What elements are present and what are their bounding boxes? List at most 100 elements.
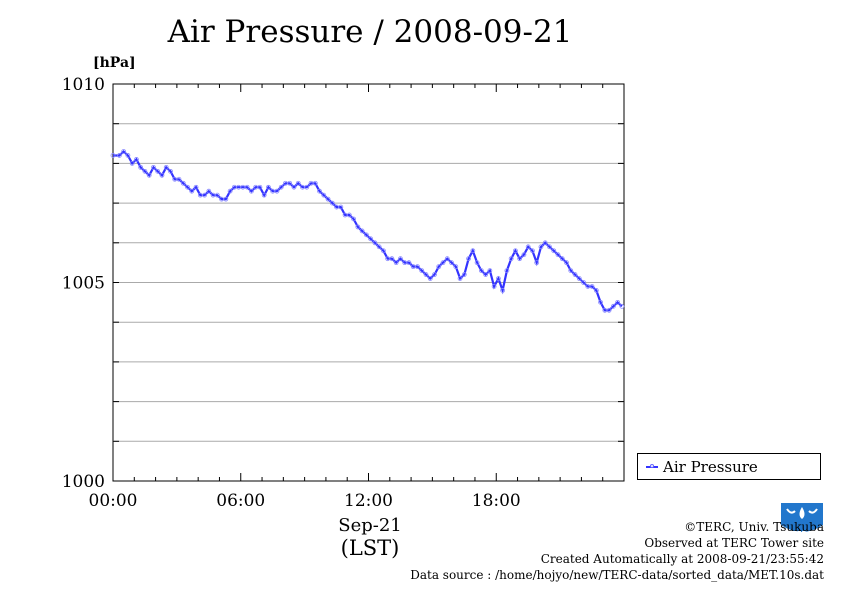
chart-title: Air Pressure / 2008-09-21 — [167, 14, 573, 50]
data-point — [202, 192, 207, 198]
data-point — [244, 184, 250, 190]
data-point — [406, 260, 412, 266]
data-point — [287, 180, 293, 186]
data-point — [483, 272, 489, 277]
data-point — [329, 200, 335, 206]
data-point — [517, 256, 523, 262]
data-point — [180, 180, 186, 186]
data-point — [125, 153, 131, 158]
data-point — [474, 260, 480, 266]
data-point — [449, 260, 454, 266]
data-point — [534, 260, 540, 266]
y-tick-label: 1010 — [62, 75, 105, 95]
y-tick-label: 1005 — [62, 274, 105, 294]
data-point — [291, 184, 297, 190]
data-point — [176, 176, 182, 182]
data-point — [214, 192, 220, 198]
data-point — [432, 272, 437, 277]
data-point — [134, 157, 139, 162]
data-point — [606, 307, 612, 313]
terc-logo — [781, 503, 823, 532]
data-point — [321, 192, 327, 198]
data-point — [619, 303, 625, 309]
data-point — [491, 284, 497, 289]
data-point — [372, 240, 378, 246]
data-point — [495, 276, 501, 281]
data-point — [500, 288, 506, 293]
x-tick-label: 00:00 — [89, 491, 138, 511]
data-point — [555, 252, 561, 258]
data-point — [295, 180, 301, 186]
data-point — [521, 252, 527, 258]
data-point — [389, 256, 395, 262]
data-point — [478, 268, 484, 273]
legend-label: Air Pressure — [663, 457, 758, 476]
data-point — [168, 168, 173, 174]
data-point — [581, 280, 586, 285]
data-point — [453, 264, 459, 270]
data-point — [444, 256, 450, 262]
data-point — [551, 248, 557, 254]
data-point — [248, 188, 254, 194]
data-point — [513, 248, 518, 254]
data-point — [110, 153, 116, 158]
data-point — [142, 168, 148, 174]
data-point — [593, 288, 599, 293]
data-point — [146, 172, 152, 178]
logo-text: TERC — [791, 530, 813, 538]
gridlines — [113, 123, 624, 442]
data-point — [393, 260, 399, 266]
data-point — [542, 240, 548, 246]
data-point — [151, 164, 156, 170]
data-point — [206, 188, 212, 194]
data-point — [129, 160, 135, 166]
data-point — [227, 188, 233, 194]
data-point — [576, 276, 582, 281]
data-point — [508, 256, 514, 262]
data-point — [568, 268, 574, 273]
data-point — [419, 268, 425, 273]
series-air-pressure — [110, 149, 625, 313]
data-point — [530, 248, 535, 254]
data-point — [368, 236, 374, 242]
x-tick-label: 12:00 — [344, 491, 393, 511]
x-axis-label: (LST) — [340, 536, 400, 560]
data-point — [274, 188, 280, 194]
y-tick-labels: 1000 1005 1010 — [62, 75, 105, 492]
data-point — [487, 268, 493, 273]
source-text: Data source : /home/hojyo/new/TERC-data/… — [410, 568, 824, 582]
data-point — [559, 256, 565, 262]
data-point — [415, 264, 420, 270]
data-point — [427, 276, 433, 281]
data-point — [304, 184, 310, 190]
x-axis-date-label: Sep-21 — [338, 515, 402, 536]
data-point — [598, 299, 603, 305]
data-point — [155, 168, 161, 174]
data-point — [355, 224, 361, 230]
observed-text: Observed at TERC Tower site — [644, 536, 824, 550]
data-point — [564, 260, 569, 266]
credits: ©TERC, Univ. Tsukuba Observed at TERC To… — [410, 519, 824, 583]
y-tick-label: 1000 — [62, 472, 105, 492]
data-point — [266, 184, 271, 190]
data-point — [547, 244, 552, 250]
series-line — [113, 149, 623, 312]
data-point — [381, 248, 386, 254]
data-point — [461, 272, 467, 277]
data-point — [185, 184, 190, 190]
data-point — [138, 164, 144, 170]
data-point — [470, 248, 476, 254]
x-tick-label: 06:00 — [216, 491, 265, 511]
data-point — [525, 244, 531, 250]
data-point — [163, 164, 169, 170]
data-point — [351, 216, 356, 222]
data-point — [278, 184, 284, 190]
data-point — [504, 268, 510, 273]
x-tick-labels: 00:00 06:00 12:00 18:00 — [89, 491, 521, 511]
data-point — [572, 272, 578, 277]
data-point — [189, 188, 195, 194]
data-point — [466, 256, 471, 262]
legend: Air Pressure — [637, 453, 821, 480]
data-point — [359, 228, 365, 234]
